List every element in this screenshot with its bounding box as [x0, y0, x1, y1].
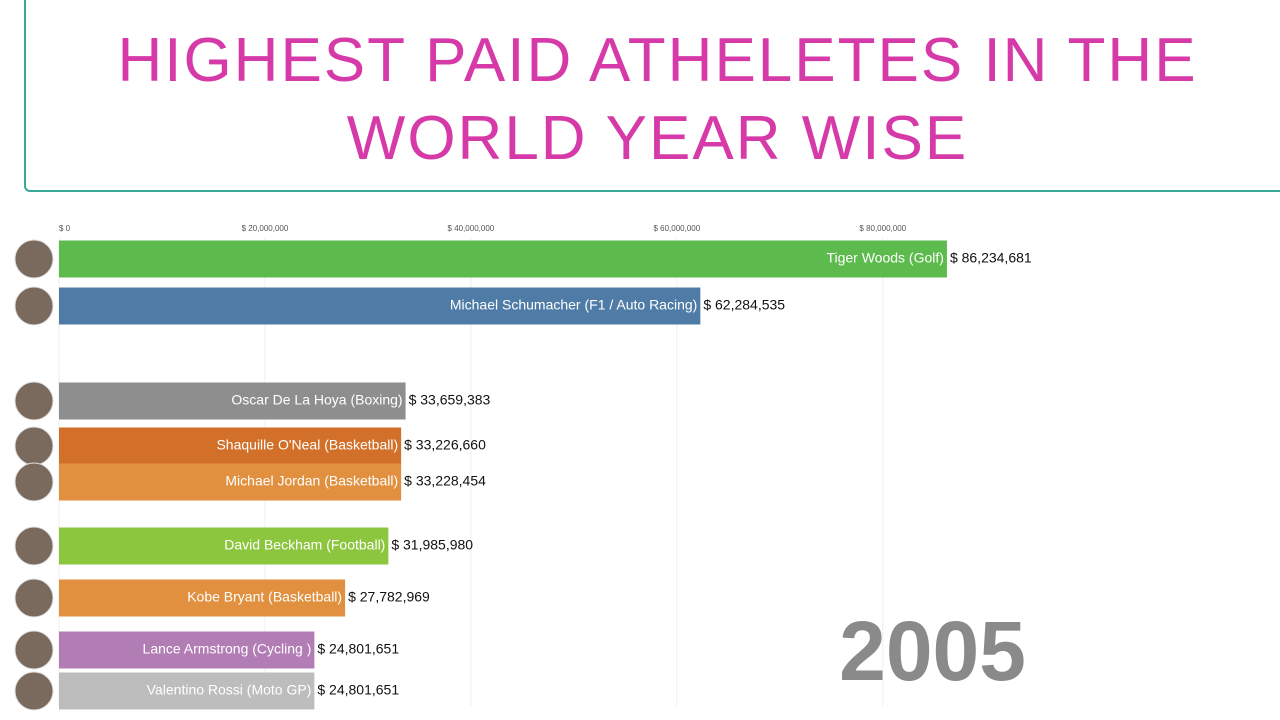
- athlete-photo: [14, 381, 54, 421]
- bar-name: Kobe Bryant (Basketball): [187, 589, 342, 605]
- bar: [59, 240, 947, 278]
- bar: [59, 427, 402, 465]
- bar-name: Oscar De La Hoya (Boxing): [231, 392, 402, 408]
- bar-name: Tiger Woods (Golf): [826, 250, 943, 266]
- value-label: $ 31,985,980: [391, 537, 473, 553]
- bar: [59, 672, 315, 710]
- x-tick-label: $ 40,000,000: [448, 224, 495, 233]
- athlete-photo: [14, 671, 54, 711]
- value-label: $ 62,284,535: [703, 297, 785, 313]
- bar-name: Michael Schumacher (F1 / Auto Racing): [450, 297, 697, 313]
- value-label: $ 24,801,651: [317, 682, 399, 698]
- value-label: $ 33,226,660: [404, 437, 486, 453]
- athlete-photo: [14, 239, 54, 279]
- x-tick-label: $ 0: [59, 224, 71, 233]
- bar-name: Michael Jordan (Basketball): [225, 473, 398, 489]
- value-label: $ 27,782,969: [348, 589, 430, 605]
- x-tick-label: $ 60,000,000: [653, 224, 700, 233]
- title-box: [24, 0, 1280, 192]
- bar: [59, 579, 346, 617]
- athlete-photo: [14, 578, 54, 618]
- athlete-photo: [14, 526, 54, 566]
- value-label: $ 33,228,454: [404, 473, 486, 489]
- athlete-photo: [14, 462, 54, 502]
- bar: [59, 287, 701, 325]
- chart-title: HIGHEST PAID ATHELETES IN THE WORLD YEAR…: [117, 26, 1198, 173]
- athlete-photo: [14, 426, 54, 466]
- bar: [59, 463, 402, 501]
- bar-name: David Beckham (Football): [224, 537, 385, 553]
- x-tick-label: $ 80,000,000: [859, 224, 906, 233]
- bar-name: Valentino Rossi (Moto GP): [147, 682, 312, 698]
- bar: [59, 527, 389, 565]
- value-label: $ 33,659,383: [409, 392, 491, 408]
- value-label: $ 24,801,651: [317, 641, 399, 657]
- athlete-photo: [14, 630, 54, 670]
- year-label: 2005: [839, 604, 1026, 698]
- bar: [59, 382, 406, 420]
- value-label: $ 86,234,681: [950, 250, 1032, 266]
- bar-name: Shaquille O'Neal (Basketball): [216, 437, 398, 453]
- x-tick-label: $ 20,000,000: [242, 224, 289, 233]
- bar-name: Lance Armstrong (Cycling ): [143, 641, 312, 657]
- athlete-photo: [14, 286, 54, 326]
- bar: [59, 631, 315, 669]
